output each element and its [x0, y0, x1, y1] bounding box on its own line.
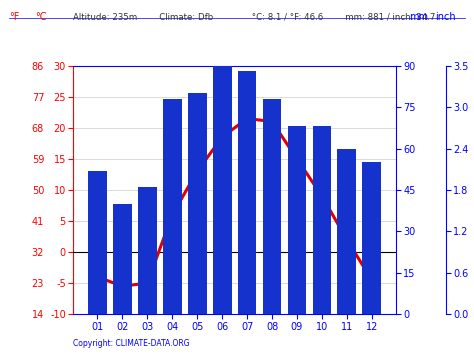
Text: Altitude: 235m        Climate: Dfb              °C: 8.1 / °F: 46.6        mm: 88: Altitude: 235m Climate: Dfb °C: 8.1 / °F…: [73, 12, 436, 21]
Bar: [163, 99, 182, 314]
Text: °F: °F: [9, 12, 20, 22]
Text: Copyright: CLIMATE-DATA.ORG: Copyright: CLIMATE-DATA.ORG: [73, 339, 190, 348]
Bar: [188, 93, 207, 314]
Bar: [263, 99, 282, 314]
Text: mm: mm: [409, 12, 428, 22]
Text: °C: °C: [36, 12, 47, 22]
Text: inch: inch: [435, 12, 456, 22]
Bar: [238, 71, 256, 314]
Bar: [113, 204, 132, 314]
Bar: [337, 148, 356, 314]
Bar: [213, 66, 231, 314]
Bar: [312, 126, 331, 314]
Bar: [288, 126, 306, 314]
Bar: [138, 187, 157, 314]
Bar: [88, 171, 107, 314]
Bar: [363, 162, 381, 314]
